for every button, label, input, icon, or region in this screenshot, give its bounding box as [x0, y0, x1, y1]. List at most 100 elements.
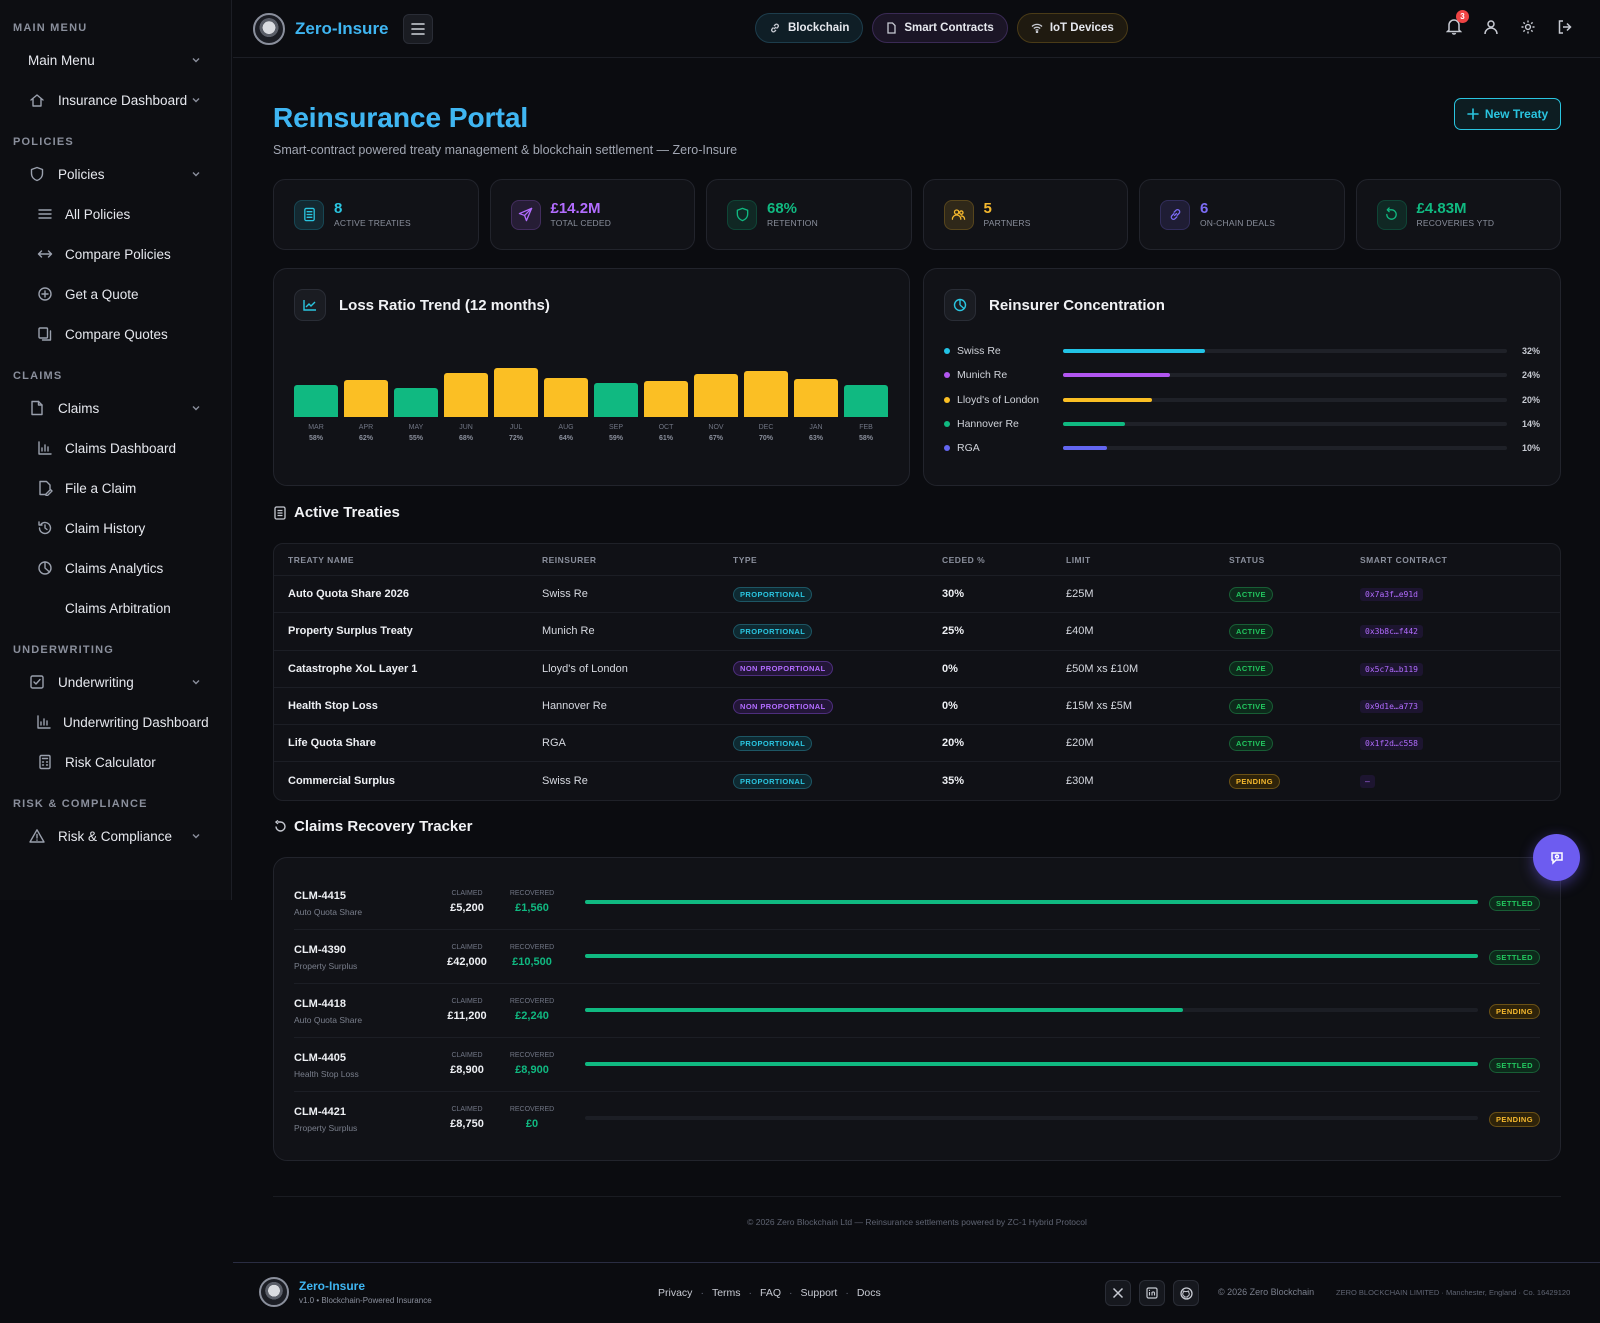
logout-button[interactable] [1555, 17, 1574, 36]
table-row[interactable]: Catastrophe XoL Layer 1 Lloyd's of Londo… [274, 651, 1560, 688]
bar[interactable] [844, 384, 888, 417]
contract-address-link[interactable]: 0x3b8c…f442 [1360, 625, 1423, 639]
status-cell: Active [1229, 661, 1273, 677]
concentration-pct: 32% [1521, 346, 1540, 356]
footer-link-privacy[interactable]: Privacy [658, 1287, 693, 1299]
type-badge: Non Proportional [733, 698, 833, 714]
x-icon[interactable] [1105, 1280, 1131, 1306]
brand[interactable]: Zero-Insure [253, 12, 389, 45]
table-row[interactable]: Life Quota Share RGA Proportional 20% £2… [274, 725, 1560, 763]
sidebar-item-compare-quotes[interactable]: Compare Quotes [0, 314, 231, 354]
column-header[interactable]: Treaty Name [288, 554, 355, 565]
recovery-row[interactable]: CLM-4415 Auto Quota Share Claimed £5,200… [294, 876, 1540, 930]
bar[interactable] [544, 377, 588, 417]
contract-address-link[interactable]: 0x9d1e…a773 [1360, 700, 1423, 714]
column-header[interactable]: Smart Contract [1360, 554, 1448, 565]
sidebar-item-claims-arbitration[interactable]: Claims Arbitration [0, 588, 231, 628]
column-header[interactable]: Type [733, 554, 758, 565]
bar[interactable] [794, 378, 838, 417]
column-header[interactable]: Ceded % [942, 554, 986, 565]
recovery-progress-fill [585, 954, 1478, 958]
pill-iot-devices[interactable]: IoT Devices [1016, 13, 1128, 43]
column-header[interactable]: Limit [1066, 554, 1091, 565]
recovery-row[interactable]: CLM-4390 Property Surplus Claimed £42,00… [294, 930, 1540, 984]
contract-address-link[interactable]: 0x1f2d…c558 [1360, 737, 1423, 751]
bar[interactable] [744, 370, 788, 417]
contract-address-link[interactable]: 0x7a3f…e91d [1360, 588, 1423, 602]
sidebar-section-title: Underwriting [13, 644, 114, 656]
footer-link-terms[interactable]: Terms [711, 1287, 741, 1299]
table-row[interactable]: Auto Quota Share 2026 Swiss Re Proportio… [274, 576, 1560, 614]
link-icon [771, 23, 779, 33]
profile-button[interactable] [1481, 17, 1500, 36]
table-row[interactable]: Health Stop Loss Hannover Re Non Proport… [274, 688, 1560, 726]
sidebar-item-file-a-claim[interactable]: File a Claim [0, 468, 231, 508]
footer-link-faq[interactable]: FAQ [760, 1287, 782, 1299]
sidebar-item-claims[interactable]: Claims [0, 388, 231, 428]
bar-value-label: 58% [308, 435, 323, 442]
status-cell: Settled [1489, 1056, 1540, 1073]
recovered-label: Recovered [509, 998, 555, 1005]
sidebar-item-get-a-quote[interactable]: Get a Quote [0, 274, 231, 314]
pill-blockchain[interactable]: Blockchain [755, 13, 864, 43]
linkedin-icon[interactable] [1139, 1280, 1165, 1306]
bar[interactable] [294, 384, 338, 417]
chevron-down-icon [191, 829, 201, 844]
sidebar-item-compare-policies[interactable]: Compare Policies [0, 234, 231, 274]
bar[interactable] [494, 368, 538, 417]
recovered-value: £10,500 [512, 956, 552, 968]
bar[interactable] [344, 379, 388, 417]
settings-button[interactable] [1518, 17, 1537, 36]
sidebar-item-policies[interactable]: Policies [0, 154, 231, 194]
sidebar-item-label: Main Menu [28, 52, 95, 68]
sidebar-item-underwriting[interactable]: Underwriting [0, 662, 231, 702]
recovery-tracker-card: CLM-4415 Auto Quota Share Claimed £5,200… [273, 857, 1561, 1161]
claimed-label: Claimed [451, 944, 483, 951]
table-row[interactable]: Property Surplus Treaty Munich Re Propor… [274, 613, 1560, 651]
sidebar-item-underwriting-dashboard[interactable]: Underwriting Dashboard [0, 702, 231, 742]
bar[interactable] [694, 374, 738, 417]
bar[interactable] [444, 372, 488, 417]
recovered-value: £0 [525, 1118, 539, 1130]
notifications-button[interactable]: 3 [1444, 10, 1469, 36]
recovery-progress-track [585, 1008, 1478, 1012]
chat-icon [1550, 851, 1563, 865]
recovered-label: Recovered [509, 944, 555, 951]
sidebar-item-main-menu[interactable]: Main Menu [0, 40, 231, 80]
bar[interactable] [394, 388, 438, 417]
bar[interactable] [644, 381, 688, 417]
sidebar-item-insurance-dashboard[interactable]: Insurance Dashboard [0, 80, 231, 120]
limit: £50M xs £10M [1066, 662, 1139, 675]
sidebar-item-claims-analytics[interactable]: Claims Analytics [0, 548, 231, 588]
recovery-row[interactable]: CLM-4405 Health Stop Loss Claimed £8,900… [294, 1038, 1540, 1092]
bar[interactable] [594, 383, 638, 417]
footer-link-docs[interactable]: Docs [856, 1287, 881, 1299]
sidebar-item-label: Claims [58, 400, 100, 416]
contract-address-link[interactable]: 0x5c7a…b119 [1360, 662, 1423, 676]
chat-fab-button[interactable] [1533, 834, 1580, 881]
table-row[interactable]: Commercial Surplus Swiss Re Proportional… [274, 762, 1560, 799]
limit: £40M [1066, 625, 1094, 638]
github-icon[interactable] [1173, 1280, 1199, 1306]
sidebar-item-risk-calculator[interactable]: Risk Calculator [0, 742, 231, 782]
pill-smart-contracts[interactable]: Smart Contracts [872, 13, 1008, 43]
sidebar-item-all-policies[interactable]: All Policies [0, 194, 231, 234]
status-badge: Pending [1229, 773, 1280, 789]
sidebar-item-risk-compliance[interactable]: Risk & Compliance [0, 816, 231, 856]
concentration-row: RGA 10% [944, 439, 1540, 457]
hamburger-menu-button[interactable] [402, 13, 433, 44]
status-badge: Active [1229, 661, 1273, 677]
recovery-row[interactable]: CLM-4418 Auto Quota Share Claimed £11,20… [294, 984, 1540, 1038]
column-header[interactable]: Reinsurer [542, 554, 597, 565]
footer-link-support[interactable]: Support [800, 1287, 838, 1299]
sidebar-item-claim-history[interactable]: Claim History [0, 508, 231, 548]
contract-address-link[interactable]: — [1360, 775, 1375, 789]
new-treaty-button[interactable]: New Treaty [1454, 98, 1561, 130]
sidebar-item-claims-dashboard[interactable]: Claims Dashboard [0, 428, 231, 468]
column-header[interactable]: Status [1229, 554, 1265, 565]
bar-column: JAN 63% [794, 349, 838, 449]
recovery-row[interactable]: CLM-4421 Property Surplus Claimed £8,750… [294, 1092, 1540, 1146]
bar-month-label: AUG [558, 424, 574, 431]
concentration-pct: 24% [1521, 370, 1540, 381]
concentration-row: Munich Re 24% [944, 366, 1540, 384]
